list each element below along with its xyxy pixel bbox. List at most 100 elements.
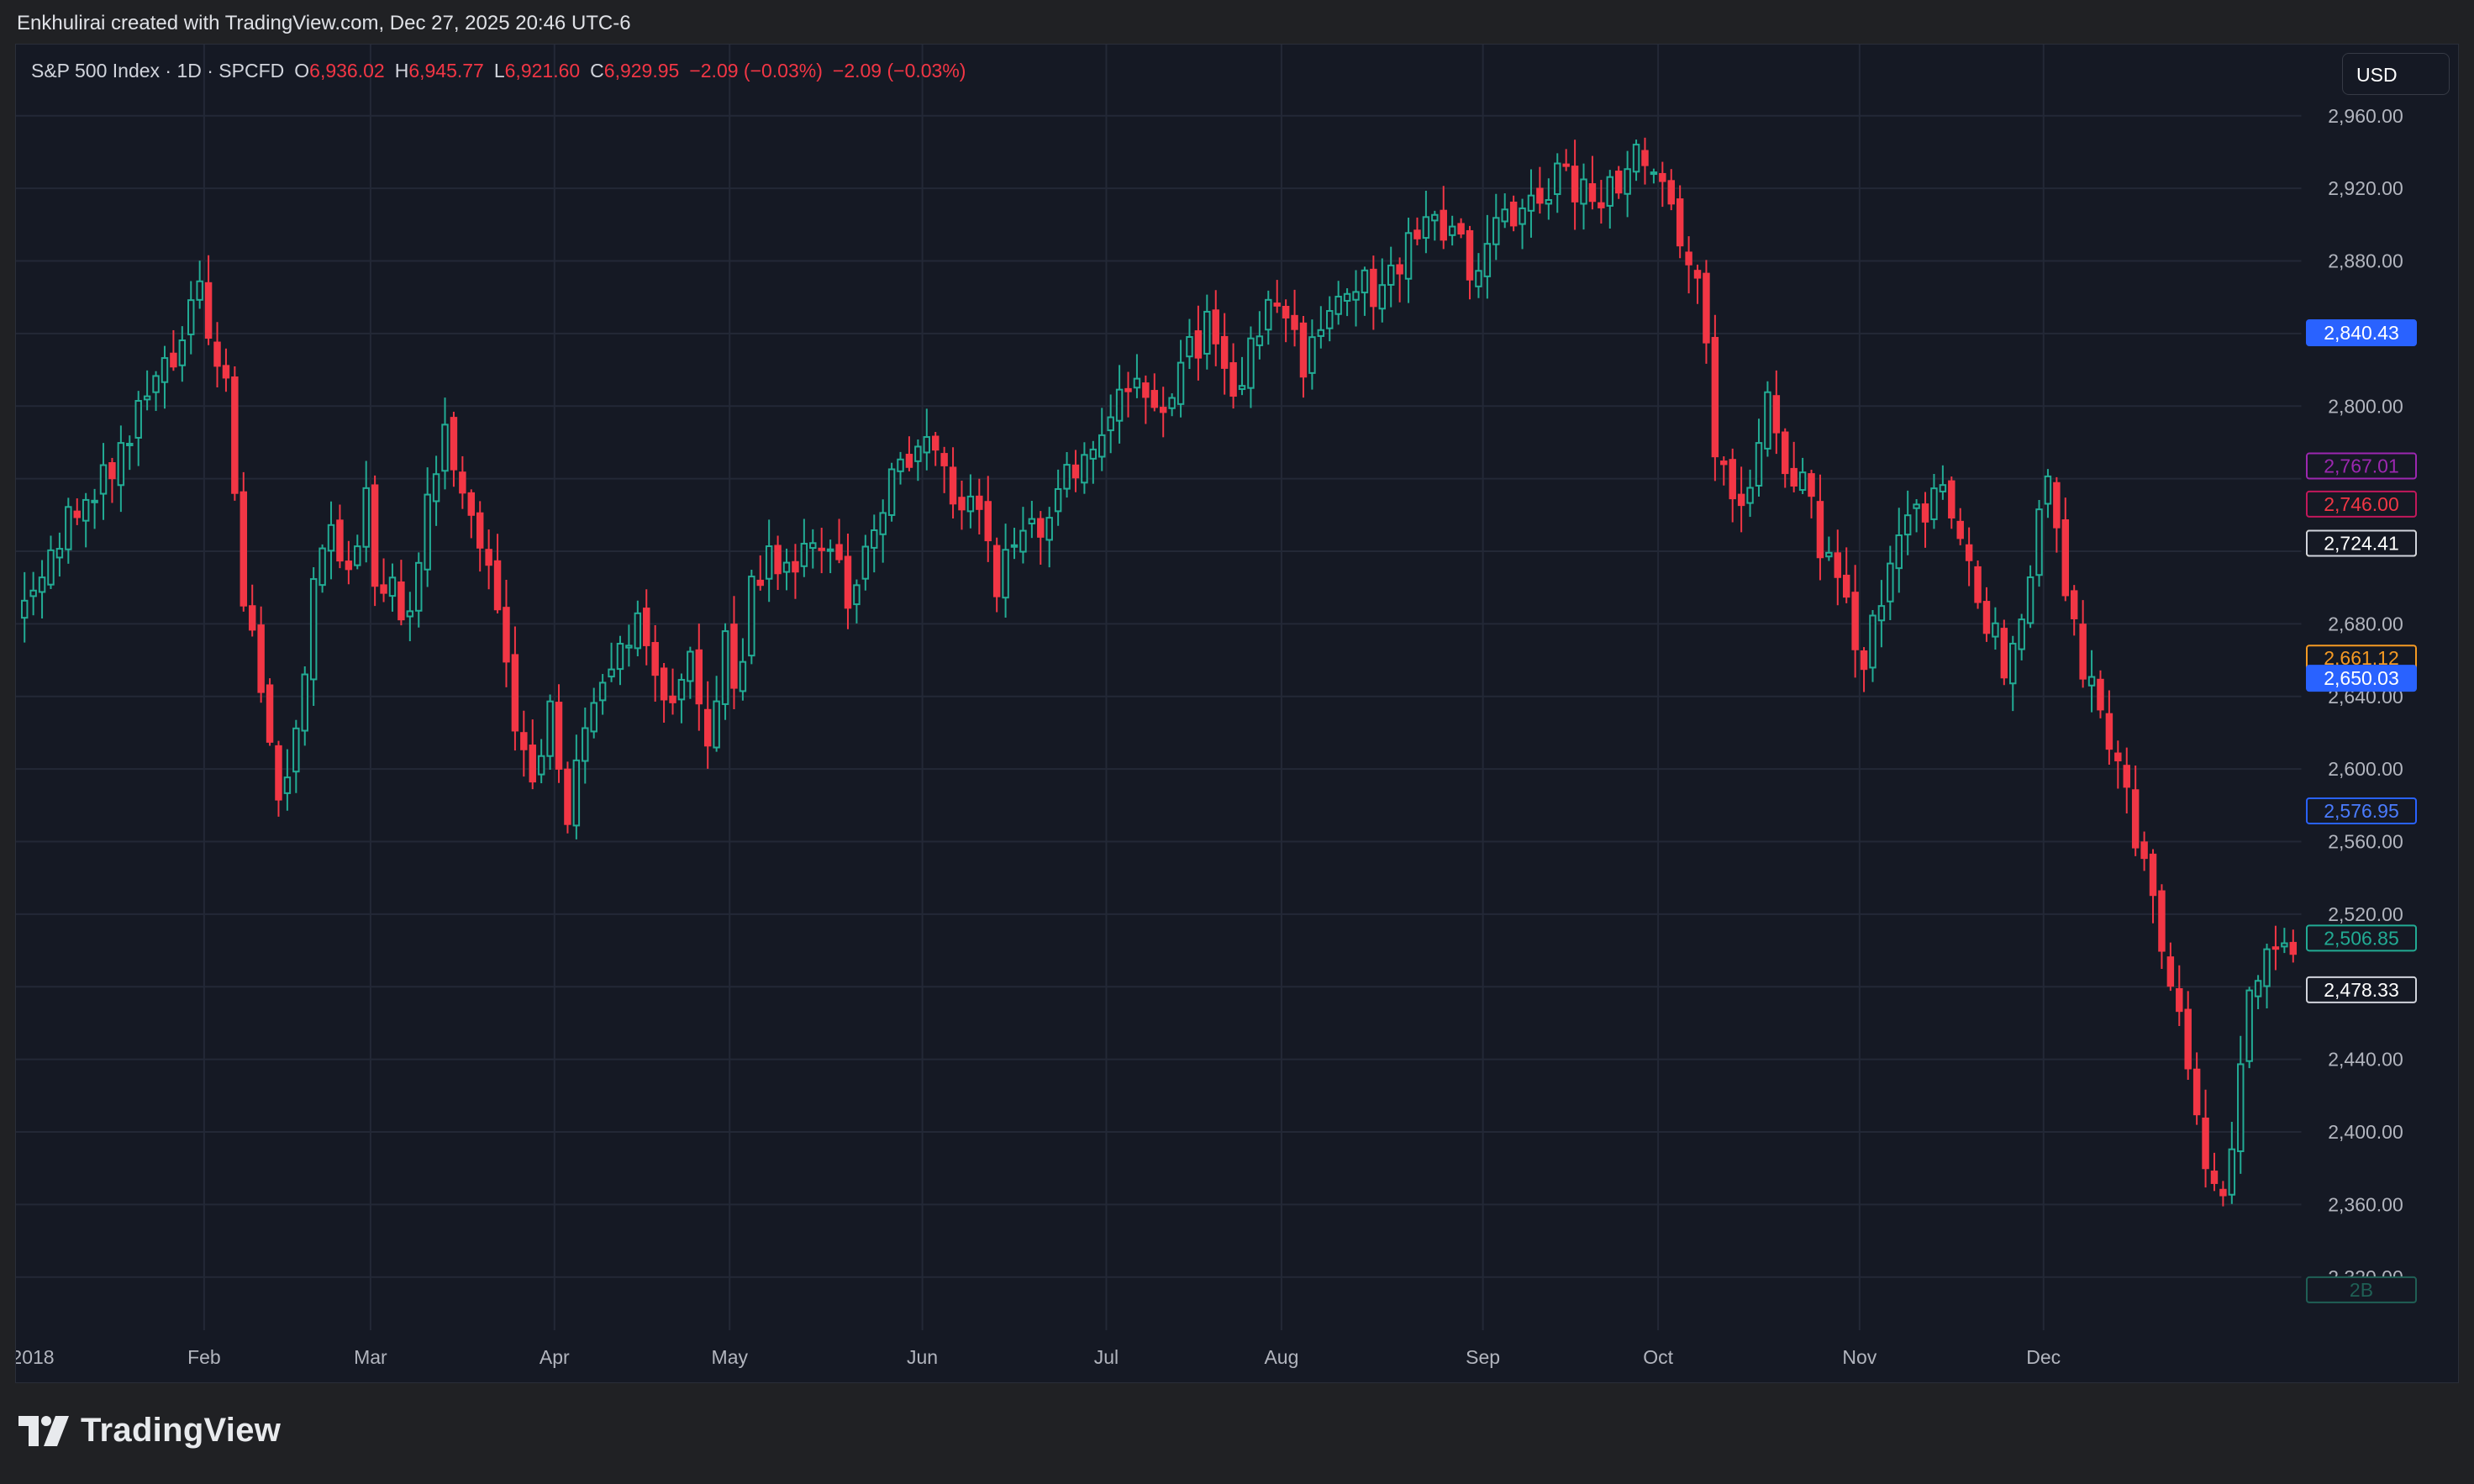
candle	[1545, 178, 1553, 220]
candle	[582, 707, 589, 784]
candle	[1659, 161, 1666, 208]
candle	[2271, 925, 2280, 971]
candle-body	[1370, 268, 1377, 308]
candle	[65, 497, 72, 564]
candle	[1614, 166, 1623, 199]
candle	[1413, 217, 1421, 245]
y-tick-label: 2,800.00	[2328, 395, 2403, 417]
candle-body	[582, 727, 589, 762]
candle-body	[1703, 272, 1710, 344]
candlestick-chart[interactable]: 2,320.002,360.002,400.002,440.002,520.00…	[16, 45, 2458, 1382]
candle	[2176, 965, 2183, 1026]
candle	[703, 681, 712, 769]
candle	[47, 535, 55, 589]
candle	[1431, 210, 1439, 241]
candle	[152, 371, 160, 412]
candle	[1326, 296, 1334, 342]
candle	[196, 260, 203, 309]
candle	[1404, 217, 1413, 303]
candle-body	[940, 453, 948, 466]
candle-body	[792, 560, 799, 573]
candle	[966, 474, 975, 529]
candle	[651, 624, 659, 702]
candle	[73, 498, 81, 525]
candle-body	[1764, 391, 1771, 450]
candle	[1378, 258, 1387, 323]
symbol-name[interactable]: S&P 500 Index · 1D · SPCFD	[31, 60, 285, 82]
candle-body	[388, 576, 397, 597]
candle	[1010, 528, 1019, 560]
candle-body	[459, 471, 466, 494]
candle	[1133, 354, 1141, 398]
candle-body	[1536, 187, 1544, 204]
candle-body	[1054, 487, 1062, 513]
candle-body	[1089, 448, 1098, 460]
y-tick-label: 2,560.00	[2328, 831, 2403, 853]
candle	[415, 552, 423, 628]
candle-body	[853, 584, 861, 606]
candle	[38, 560, 46, 618]
x-tick-label: Jul	[1094, 1346, 1119, 1368]
candle-body	[29, 589, 37, 597]
candle	[835, 518, 843, 564]
chart-pane[interactable]: 2,320.002,360.002,400.002,440.002,520.00…	[15, 44, 2459, 1383]
candle-body	[213, 341, 221, 367]
candle	[1554, 153, 1561, 213]
candle-body	[976, 495, 983, 510]
candle	[1956, 508, 1964, 545]
candle-body	[2000, 628, 2008, 679]
candle-body	[511, 654, 519, 732]
candle	[1308, 319, 1316, 390]
candle	[2114, 740, 2122, 789]
price-label-box	[2306, 529, 2417, 557]
candle	[467, 489, 476, 539]
candle-body	[2097, 678, 2104, 711]
candle-body	[152, 375, 160, 393]
candle-body	[117, 442, 125, 487]
candle	[598, 674, 607, 715]
candle	[371, 475, 379, 607]
candle	[1317, 306, 1325, 349]
candle	[765, 519, 773, 603]
candle	[1982, 587, 1991, 642]
candle	[897, 451, 904, 485]
candle	[931, 431, 940, 466]
candle	[2097, 670, 2104, 718]
candle-body	[564, 768, 571, 825]
candle-body	[266, 684, 274, 743]
candle-body	[861, 545, 870, 580]
candle	[1063, 451, 1071, 498]
candle	[99, 443, 108, 520]
price-label-text: 2,840.43	[2324, 322, 2399, 344]
candle-body	[257, 624, 265, 693]
candle-body	[1930, 487, 1938, 520]
candle-body	[126, 442, 134, 446]
candle-body	[1895, 534, 1903, 570]
y-tick-label: 2,520.00	[2328, 903, 2403, 925]
candle-body	[765, 545, 773, 580]
candle	[809, 529, 817, 569]
candle	[301, 666, 308, 746]
candle-body	[432, 473, 440, 503]
candle	[2044, 469, 2052, 518]
candle	[1466, 225, 1474, 300]
symbol-legend[interactable]: S&P 500 Index · 1D · SPCFD O6,936.02 H6,94…	[31, 60, 966, 82]
y-tick-label: 2,440.00	[2328, 1049, 2403, 1071]
candle	[774, 535, 782, 590]
price-label-box	[2306, 976, 2417, 1003]
candle-body	[826, 548, 834, 552]
price-label: 2B	[2306, 1276, 2417, 1303]
candle-body	[503, 607, 510, 663]
candle-body	[2053, 482, 2061, 529]
grid-lines	[16, 45, 2302, 1330]
candle	[204, 255, 213, 345]
candle-body	[1974, 566, 1982, 603]
candle-body	[2245, 989, 2253, 1062]
candle	[887, 462, 896, 522]
candle	[2254, 975, 2262, 1009]
currency-button[interactable]: USD	[2342, 53, 2450, 95]
candle-body	[809, 542, 817, 550]
candle-body	[47, 549, 55, 586]
candle	[2079, 600, 2087, 688]
tradingview-logo-icon	[18, 1415, 69, 1446]
